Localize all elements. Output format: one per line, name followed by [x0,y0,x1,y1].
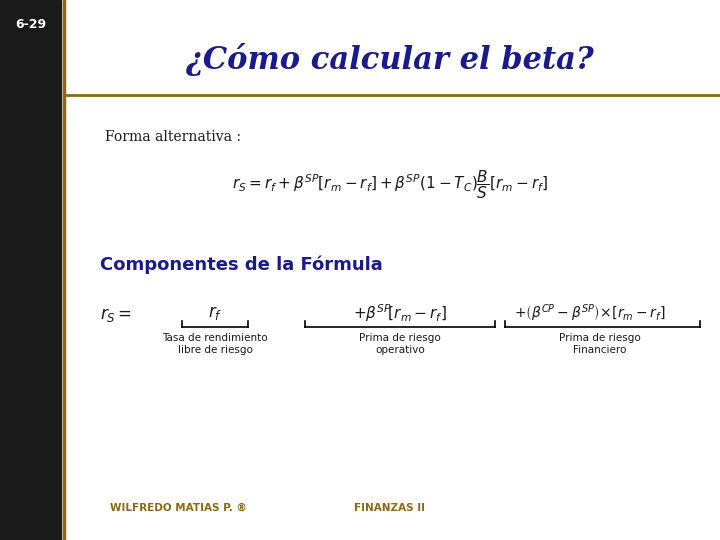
Text: WILFREDO MATIAS P. ®: WILFREDO MATIAS P. ® [110,503,247,513]
Bar [0,0,61,540]
Text: $r_f$: $r_f$ [208,304,222,322]
Text: Tasa de rendimiento
libre de riesgo: Tasa de rendimiento libre de riesgo [162,333,268,355]
Text: $+\left(\beta^{CP} - \beta^{SP}\right)\!\times\!\left[r_m - r_f\right]$: $+\left(\beta^{CP} - \beta^{SP}\right)\!… [514,302,666,324]
Text: FINANZAS II: FINANZAS II [354,503,426,513]
Text: $+ \beta^{SP}\!\left[r_m - r_f\right]$: $+ \beta^{SP}\!\left[r_m - r_f\right]$ [353,302,447,324]
Text: $r_S = r_f + \beta^{SP}\left[r_m - r_f\right] + \beta^{SP}(1-T_C)\dfrac{B}{S}\le: $r_S = r_f + \beta^{SP}\left[r_m - r_f\r… [232,168,548,201]
Text: Prima de riesgo
Financiero: Prima de riesgo Financiero [559,333,641,355]
Text: ¿Cómo calcular el beta?: ¿Cómo calcular el beta? [186,44,595,77]
Text: Prima de riesgo
operativo: Prima de riesgo operativo [359,333,441,355]
Text: 6-29: 6-29 [15,18,46,31]
Text: Componentes de la Fórmula: Componentes de la Fórmula [100,255,383,273]
Text: $r_S = $: $r_S = $ [100,306,132,324]
Text: Forma alternativa :: Forma alternativa : [105,130,241,144]
